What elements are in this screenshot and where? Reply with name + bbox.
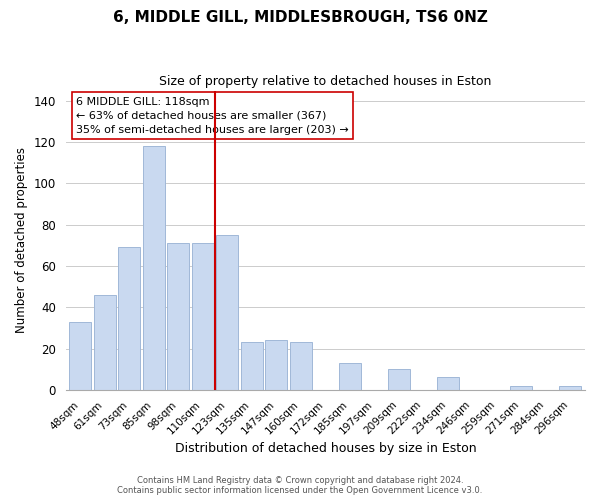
Bar xyxy=(437,378,459,390)
Text: 6 MIDDLE GILL: 118sqm
← 63% of detached houses are smaller (367)
35% of semi-det: 6 MIDDLE GILL: 118sqm ← 63% of detached … xyxy=(76,96,349,134)
Bar xyxy=(70,322,91,390)
Y-axis label: Number of detached properties: Number of detached properties xyxy=(15,147,28,333)
Bar xyxy=(94,295,116,390)
Bar xyxy=(143,146,165,390)
Bar xyxy=(192,244,214,390)
Title: Size of property relative to detached houses in Eston: Size of property relative to detached ho… xyxy=(159,75,491,88)
Bar xyxy=(290,342,312,390)
Bar xyxy=(167,244,190,390)
Bar xyxy=(559,386,581,390)
Bar xyxy=(388,369,410,390)
Bar xyxy=(510,386,532,390)
X-axis label: Distribution of detached houses by size in Eston: Distribution of detached houses by size … xyxy=(175,442,476,455)
Bar xyxy=(339,363,361,390)
Text: Contains HM Land Registry data © Crown copyright and database right 2024.
Contai: Contains HM Land Registry data © Crown c… xyxy=(118,476,482,495)
Text: 6, MIDDLE GILL, MIDDLESBROUGH, TS6 0NZ: 6, MIDDLE GILL, MIDDLESBROUGH, TS6 0NZ xyxy=(113,10,487,25)
Bar xyxy=(217,235,238,390)
Bar xyxy=(118,248,140,390)
Bar xyxy=(241,342,263,390)
Bar xyxy=(265,340,287,390)
